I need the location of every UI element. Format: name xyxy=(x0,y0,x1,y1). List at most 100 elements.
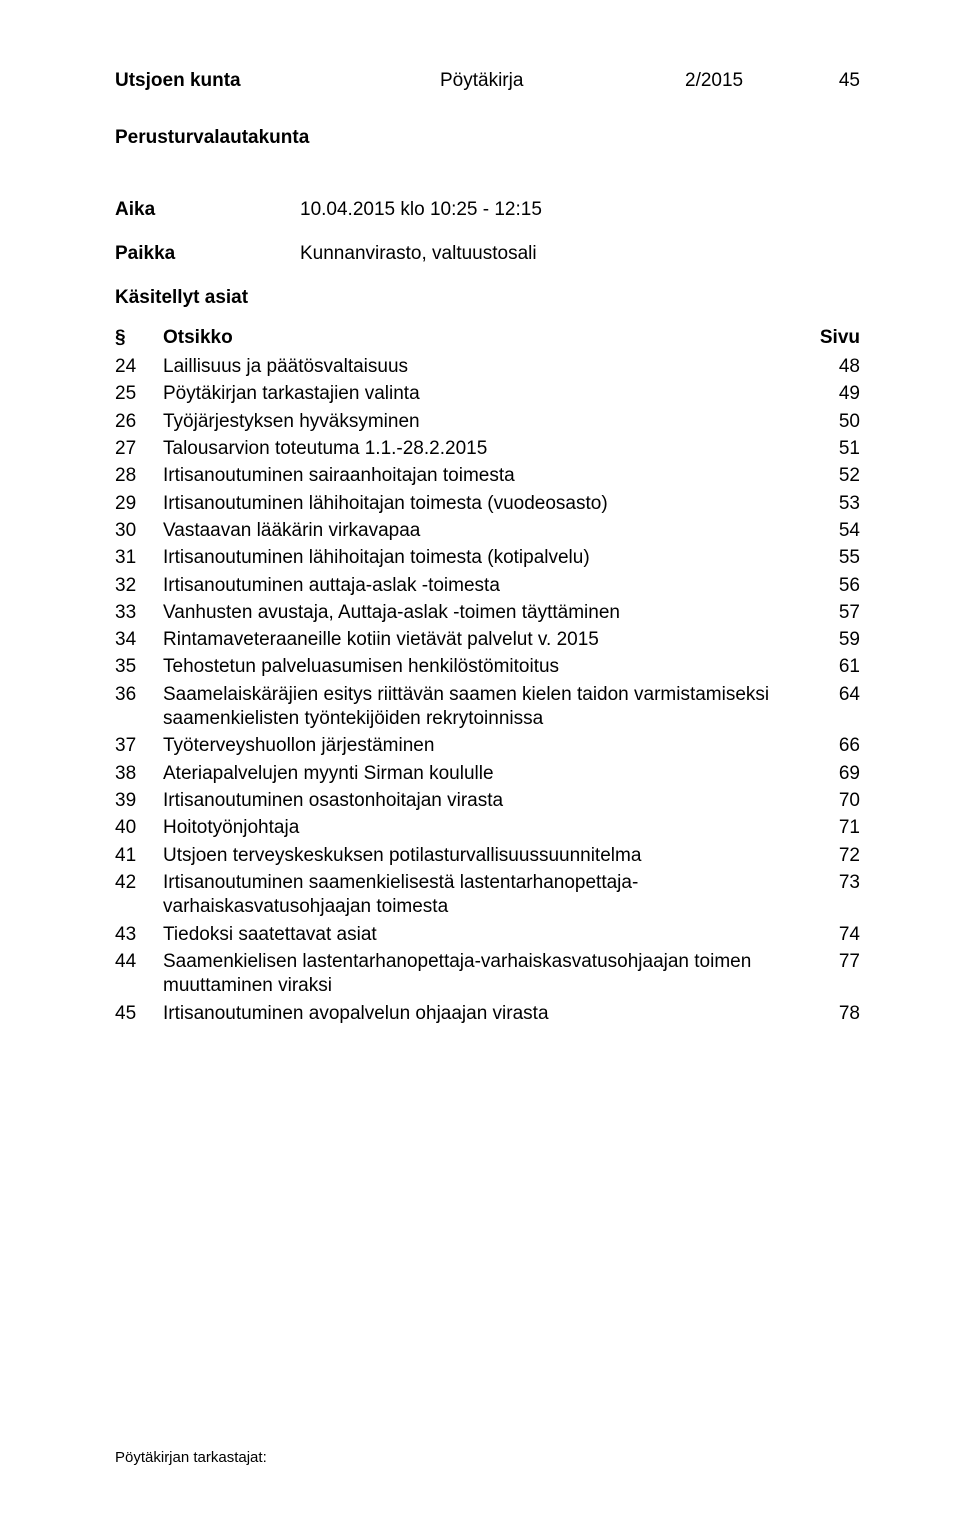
toc-row-num: 28 xyxy=(115,464,163,488)
document-type: Pöytäkirja xyxy=(440,70,685,92)
toc-row: 26Työjärjestyksen hyväksyminen50 xyxy=(115,410,860,434)
toc-row-num: 30 xyxy=(115,519,163,543)
toc-row-num: 32 xyxy=(115,574,163,598)
toc-row: 42Irtisanoutuminen saamenkielisestä last… xyxy=(115,871,860,920)
footer-text: Pöytäkirjan tarkastajat: xyxy=(115,1449,267,1466)
toc-row-num: 39 xyxy=(115,789,163,813)
toc-row-page: 69 xyxy=(800,762,860,786)
toc-row-title: Talousarvion toteutuma 1.1.-28.2.2015 xyxy=(163,437,800,461)
toc-row-num: 33 xyxy=(115,601,163,625)
toc-row-page: 73 xyxy=(800,871,860,895)
toc-row: 34Rintamaveteraaneille kotiin vietävät p… xyxy=(115,628,860,652)
toc-row-title: Vastaavan lääkärin virkavapaa xyxy=(163,519,800,543)
toc-row-title: Työterveyshuollon järjestäminen xyxy=(163,734,800,758)
toc-row-title: Rintamaveteraaneille kotiin vietävät pal… xyxy=(163,628,800,652)
toc-row: 32Irtisanoutuminen auttaja-aslak -toimes… xyxy=(115,574,860,598)
toc-row-page: 52 xyxy=(800,464,860,488)
toc-row-title: Vanhusten avustaja, Auttaja-aslak -toime… xyxy=(163,601,800,625)
toc-row-num: 27 xyxy=(115,437,163,461)
toc-row-num: 43 xyxy=(115,923,163,947)
toc-row: 39Irtisanoutuminen osastonhoitajan viras… xyxy=(115,789,860,813)
document-header: Utsjoen kunta Pöytäkirja 2/2015 45 xyxy=(115,70,860,92)
toc-row: 25Pöytäkirjan tarkastajien valinta49 xyxy=(115,382,860,406)
toc-row: 37Työterveyshuollon järjestäminen66 xyxy=(115,734,860,758)
place-value: Kunnanvirasto, valtuustosali xyxy=(300,243,537,265)
toc-row-page: 49 xyxy=(800,382,860,406)
toc-row: 29Irtisanoutuminen lähihoitajan toimesta… xyxy=(115,492,860,516)
toc-row-page: 61 xyxy=(800,655,860,679)
toc-row-title: Pöytäkirjan tarkastajien valinta xyxy=(163,382,800,406)
page-number: 45 xyxy=(795,70,860,92)
toc-row-title: Irtisanoutuminen osastonhoitajan virasta xyxy=(163,789,800,813)
meeting-time-row: Aika 10.04.2015 klo 10:25 - 12:15 xyxy=(115,199,860,221)
toc-row-title: Tiedoksi saatettavat asiat xyxy=(163,923,800,947)
toc-row: 45Irtisanoutuminen avopalvelun ohjaajan … xyxy=(115,1002,860,1026)
toc-row-num: 37 xyxy=(115,734,163,758)
toc-row-num: 29 xyxy=(115,492,163,516)
document-number: 2/2015 xyxy=(685,70,795,92)
toc-row: 35Tehostetun palveluasumisen henkilöstöm… xyxy=(115,655,860,679)
toc-head-num: § xyxy=(115,327,163,349)
toc-row-num: 34 xyxy=(115,628,163,652)
toc-row-title: Hoitotyönjohtaja xyxy=(163,816,800,840)
toc-row-title: Työjärjestyksen hyväksyminen xyxy=(163,410,800,434)
meeting-place-row: Paikka Kunnanvirasto, valtuustosali xyxy=(115,243,860,265)
toc-row: 41Utsjoen terveyskeskuksen potilasturval… xyxy=(115,844,860,868)
toc-row-title: Ateriapalvelujen myynti Sirman koululle xyxy=(163,762,800,786)
toc-row-page: 53 xyxy=(800,492,860,516)
toc-row-num: 24 xyxy=(115,355,163,379)
toc-row-num: 45 xyxy=(115,1002,163,1026)
toc-row: 30Vastaavan lääkärin virkavapaa54 xyxy=(115,519,860,543)
toc-row-page: 57 xyxy=(800,601,860,625)
toc-row-page: 72 xyxy=(800,844,860,868)
toc-row-page: 55 xyxy=(800,546,860,570)
time-label: Aika xyxy=(115,199,300,221)
toc-row-title: Utsjoen terveyskeskuksen potilasturvalli… xyxy=(163,844,800,868)
toc-row-page: 51 xyxy=(800,437,860,461)
section-label: Käsitellyt asiat xyxy=(115,287,860,309)
toc-row-title: Irtisanoutuminen avopalvelun ohjaajan vi… xyxy=(163,1002,800,1026)
toc-row-title: Irtisanoutuminen lähihoitajan toimesta (… xyxy=(163,492,800,516)
toc-row-page: 48 xyxy=(800,355,860,379)
toc-row: 24Laillisuus ja päätösvaltaisuus48 xyxy=(115,355,860,379)
toc-row: 28Irtisanoutuminen sairaanhoitajan toime… xyxy=(115,464,860,488)
toc-head-page: Sivu xyxy=(800,327,860,349)
toc-row-page: 59 xyxy=(800,628,860,652)
toc-row-page: 77 xyxy=(800,950,860,974)
toc-row: 38Ateriapalvelujen myynti Sirman koulull… xyxy=(115,762,860,786)
board-name: Perusturvalautakunta xyxy=(115,127,860,149)
place-label: Paikka xyxy=(115,243,300,265)
toc-row-num: 25 xyxy=(115,382,163,406)
toc-row-title: Tehostetun palveluasumisen henkilöstömit… xyxy=(163,655,800,679)
toc-row-num: 31 xyxy=(115,546,163,570)
toc-row-page: 71 xyxy=(800,816,860,840)
toc-row: 31Irtisanoutuminen lähihoitajan toimesta… xyxy=(115,546,860,570)
toc-row-page: 70 xyxy=(800,789,860,813)
toc-row-page: 66 xyxy=(800,734,860,758)
toc-head-title: Otsikko xyxy=(163,327,800,349)
toc-row-page: 54 xyxy=(800,519,860,543)
toc-row-page: 78 xyxy=(800,1002,860,1026)
toc-row: 27Talousarvion toteutuma 1.1.-28.2.20155… xyxy=(115,437,860,461)
toc-row-num: 35 xyxy=(115,655,163,679)
toc-row-num: 41 xyxy=(115,844,163,868)
toc-row-title: Saamenkielisen lastentarhanopettaja-varh… xyxy=(163,950,800,999)
toc-row-page: 50 xyxy=(800,410,860,434)
toc-row-num: 42 xyxy=(115,871,163,895)
toc-row-title: Irtisanoutuminen auttaja-aslak -toimesta xyxy=(163,574,800,598)
toc-row-page: 64 xyxy=(800,683,860,707)
toc-row-num: 26 xyxy=(115,410,163,434)
toc-row: 40Hoitotyönjohtaja71 xyxy=(115,816,860,840)
toc-row-title: Irtisanoutuminen saamenkielisestä lasten… xyxy=(163,871,800,920)
toc-body: 24Laillisuus ja päätösvaltaisuus48 25Pöyt… xyxy=(115,355,860,1026)
toc-row-num: 40 xyxy=(115,816,163,840)
toc-row: 44Saamenkielisen lastentarhanopettaja-va… xyxy=(115,950,860,999)
toc-row-page: 56 xyxy=(800,574,860,598)
toc-header: § Otsikko Sivu xyxy=(115,327,860,349)
time-value: 10.04.2015 klo 10:25 - 12:15 xyxy=(300,199,542,221)
toc-row-title: Irtisanoutuminen lähihoitajan toimesta (… xyxy=(163,546,800,570)
toc-row: 33Vanhusten avustaja, Auttaja-aslak -toi… xyxy=(115,601,860,625)
toc-row-page: 74 xyxy=(800,923,860,947)
toc-row-title: Irtisanoutuminen sairaanhoitajan toimest… xyxy=(163,464,800,488)
toc-row: 43Tiedoksi saatettavat asiat74 xyxy=(115,923,860,947)
